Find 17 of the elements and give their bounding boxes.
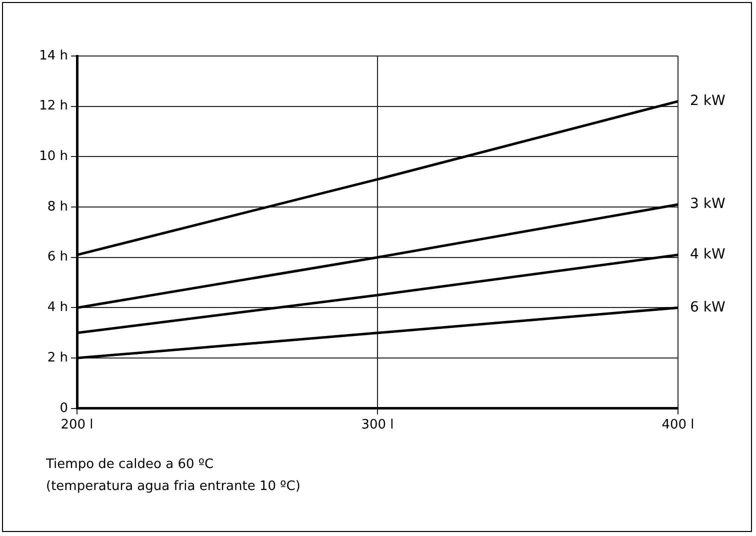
- series-label: 6 kW: [690, 299, 726, 316]
- text: (temperatura agua fria entrante 10 ºC): [46, 478, 300, 496]
- y-tick-label: 4 h: [47, 300, 68, 316]
- series-label: 4 kW: [690, 246, 726, 262]
- y-tick-label: 12 h: [39, 98, 68, 114]
- series-label: 3 kW: [690, 196, 726, 212]
- y-tick-label: 2 h: [47, 350, 68, 366]
- y-tick-label: 0: [60, 400, 68, 416]
- x-tick-label: 400 l: [662, 418, 694, 433]
- x-tick-label: 300 l: [361, 418, 394, 433]
- y-tick-label: 10 h: [39, 149, 68, 164]
- text: Tiempo de caldeo a 60 ºC: [46, 456, 215, 474]
- series-label: 2 kW: [690, 92, 726, 109]
- y-tick-label: 6 h: [47, 250, 68, 265]
- x-tick-label: 200 l: [60, 418, 94, 433]
- y-tick-label: 14 h: [39, 48, 68, 64]
- y-tick-label: 8 h: [47, 199, 68, 214]
